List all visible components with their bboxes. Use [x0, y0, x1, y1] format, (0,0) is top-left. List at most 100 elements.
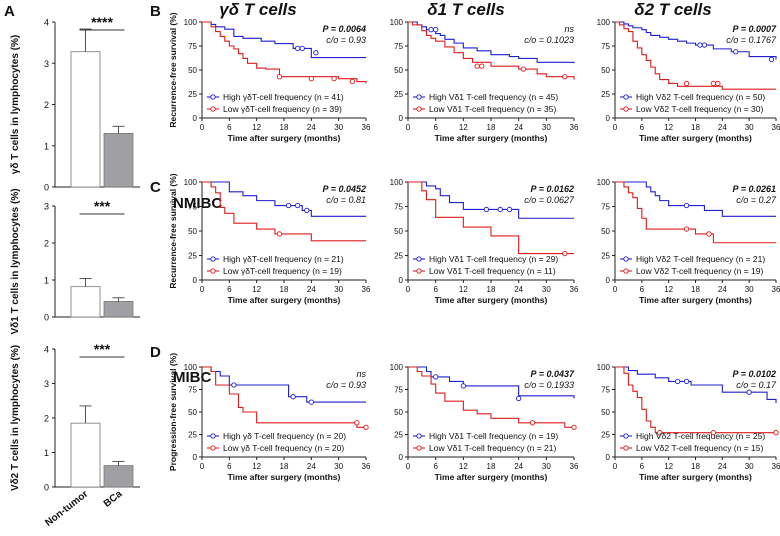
- x-tick-label: 0: [613, 123, 618, 132]
- y-tick-label: 2: [44, 100, 49, 110]
- x-tick-label: 6: [640, 123, 645, 132]
- column-title-2: δ1 T cells: [427, 0, 504, 19]
- censor-mark-high: [295, 45, 301, 52]
- km-line-low: [202, 366, 366, 428]
- km-line-low: [615, 21, 776, 90]
- censor-mark-high: [290, 394, 296, 400]
- x-tick-label: 0: [200, 462, 205, 471]
- y-tick-label: 3: [44, 59, 49, 69]
- y-tick-label: 25: [601, 252, 610, 261]
- y-tick-label: 100: [184, 178, 198, 187]
- x-tick-label: 6: [640, 285, 645, 294]
- y-tick-label: 25: [394, 431, 403, 440]
- km-chart-3-1: 0 25 50 75 100 0 6 12 18 24 30 36 Time after surgery…: [168, 353, 371, 482]
- legend-marker-low: [210, 268, 216, 274]
- x-tick-label: 6: [227, 123, 232, 132]
- x-axis-label: Time after surgery (months): [228, 472, 341, 482]
- x-tick-label: 12: [252, 462, 261, 471]
- censor-mark-high: [483, 206, 490, 213]
- legend-label-low: Low Vδ2 T-cell frequency (n = 15): [636, 443, 764, 453]
- legend-marker-high: [210, 433, 216, 439]
- censor-mark-low: [354, 420, 360, 426]
- legend-label-low: Low γδT-cell frequency (n = 39): [223, 104, 342, 114]
- km-line-high: [408, 366, 575, 399]
- legend-marker-low: [623, 445, 629, 451]
- censor-mark-low: [331, 75, 337, 82]
- x-tick-label: 24: [307, 285, 316, 294]
- censor-mark-high: [516, 395, 522, 402]
- x-tick-label: 24: [307, 123, 316, 132]
- x-tick-label: 0: [613, 285, 618, 294]
- y-tick-label: 1: [44, 141, 49, 151]
- y-tick-label: 25: [188, 90, 197, 99]
- km-line-high: [408, 21, 575, 64]
- cutoff-value: c/o = 0.1933: [524, 380, 574, 390]
- legend-label-low: Low Vδ1 T-cell frequency (n = 35): [429, 104, 557, 114]
- y-tick-label: 50: [601, 408, 610, 417]
- legend-marker-high: [623, 256, 629, 262]
- y-tick-label: 75: [394, 386, 403, 395]
- legend-label-low: Low γδT-cell frequency (n = 19): [223, 266, 342, 276]
- censor-mark-low: [710, 430, 717, 436]
- censor-mark-high: [683, 378, 690, 385]
- y-tick-label: 3: [44, 202, 49, 212]
- x-tick-label: 6: [227, 462, 232, 471]
- censor-mark-high: [313, 50, 319, 56]
- y-tick-label: 25: [601, 90, 610, 99]
- x-tick-label: 12: [459, 462, 468, 471]
- p-value: P = 0.0007: [733, 24, 777, 34]
- legend-marker-high: [210, 256, 216, 262]
- x-tick-label: 18: [280, 123, 289, 132]
- bar-chart-1: 0 1 2 3 4 γδ T cells in lymphocytes (%) ****: [10, 14, 140, 193]
- x-tick-label: 30: [745, 285, 754, 294]
- x-tick-label: 30: [542, 123, 551, 132]
- y-tick-label: 0: [606, 276, 611, 285]
- legend-marker-low: [416, 106, 422, 112]
- censor-mark-low: [571, 424, 577, 430]
- y-tick-label: 100: [390, 363, 404, 372]
- bar-non-tumor: [70, 422, 101, 488]
- censor-mark-low: [363, 424, 369, 430]
- x-axis-label: Time after surgery (months): [228, 295, 341, 305]
- censor-mark-high: [433, 374, 439, 380]
- p-value: P = 0.0064: [323, 24, 366, 34]
- significance-label: ***: [94, 341, 111, 357]
- x-tick-label: 18: [487, 285, 496, 294]
- x-tick-label: 18: [691, 123, 700, 132]
- y-axis-label: Recurrence-free survival (%): [168, 173, 178, 288]
- y-tick-label: 0: [193, 114, 198, 123]
- x-tick-label: 18: [691, 285, 700, 294]
- km-line-low: [202, 21, 367, 84]
- legend-label-high: High Vδ2 T-cell frequency (n = 50): [636, 92, 765, 102]
- km-line-low: [408, 366, 574, 428]
- legend-marker-high: [416, 94, 422, 100]
- y-tick-label: 2: [44, 239, 49, 249]
- x-axis-label: Time after surgery (months): [435, 472, 548, 482]
- x-tick-label: 24: [718, 462, 727, 471]
- y-tick-label: 0: [193, 453, 198, 462]
- y-tick-label: 1: [44, 448, 49, 458]
- x-tick-label: 36: [570, 285, 579, 294]
- km-line-high: [615, 181, 776, 217]
- x-tick-label: 0: [613, 462, 618, 471]
- km-chart-1-3: 0 25 50 75 100 0 6 12 18 24 30 36 Time after surgery…: [597, 18, 780, 143]
- x-tick-label: 6: [640, 462, 645, 471]
- x-tick-label: 36: [362, 285, 371, 294]
- bar-chart-3: 0 1 2 3 4 Vδ2 T cells in lymphocytes (%) *** No…: [10, 341, 140, 529]
- censor-mark-high: [285, 202, 292, 209]
- legend-marker-high: [416, 256, 422, 262]
- legend-marker-high: [623, 433, 629, 439]
- censor-mark-low: [773, 430, 779, 436]
- y-tick-label: 50: [394, 408, 403, 417]
- cutoff-value: c/o = 0.81: [326, 195, 366, 205]
- censor-mark-high: [428, 27, 434, 33]
- y-tick-label: 1: [44, 276, 49, 286]
- bar-non-tumor: [70, 51, 101, 188]
- y-tick-label: 75: [188, 42, 197, 51]
- x-tick-label: 30: [745, 123, 754, 132]
- censor-mark-low: [479, 63, 485, 69]
- x-tick-label: 36: [362, 462, 371, 471]
- km-line-high: [615, 366, 777, 403]
